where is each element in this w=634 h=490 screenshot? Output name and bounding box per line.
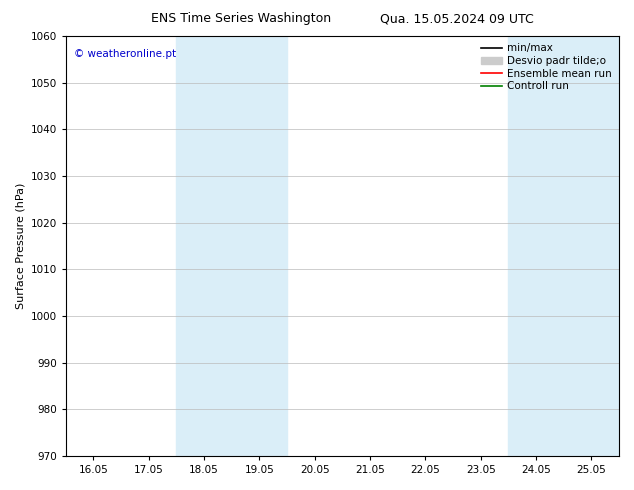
- Bar: [508, 36, 634, 456]
- Y-axis label: Surface Pressure (hPa): Surface Pressure (hPa): [15, 183, 25, 309]
- Text: © weatheronline.pt: © weatheronline.pt: [74, 49, 176, 59]
- Text: Qua. 15.05.2024 09 UTC: Qua. 15.05.2024 09 UTC: [380, 12, 533, 25]
- Bar: [176, 36, 287, 456]
- Text: ENS Time Series Washington: ENS Time Series Washington: [151, 12, 331, 25]
- Legend: min/max, Desvio padr tilde;o, Ensemble mean run, Controll run: min/max, Desvio padr tilde;o, Ensemble m…: [479, 41, 614, 93]
